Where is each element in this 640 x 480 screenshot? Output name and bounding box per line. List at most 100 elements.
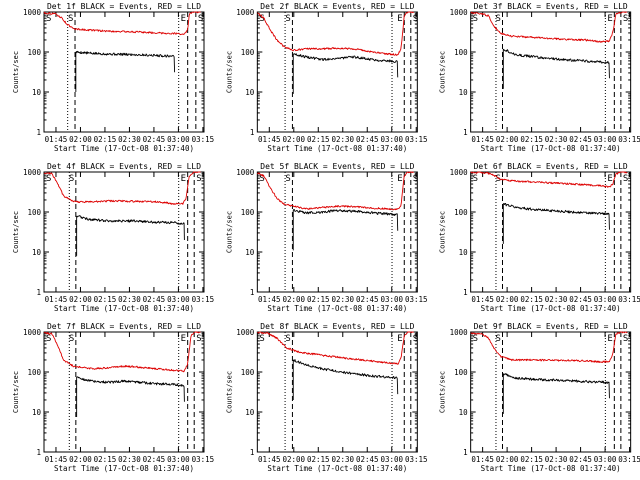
x-tick-label: 02:00 [282, 295, 305, 304]
y-axis-label: Counts/sec [225, 51, 233, 93]
x-tick-label: 03:00 [594, 135, 617, 144]
panel-7: Det 7f BLACK = Events, RED = LLD 1 10 100 10… [12, 322, 214, 473]
plot-frame [470, 171, 632, 293]
start-marker-label-2: S [69, 174, 74, 184]
lld-series-line [43, 331, 201, 373]
y-tick-label: 100 [454, 208, 468, 217]
y-tick-label: 100 [454, 368, 468, 377]
start-marker-label: S [259, 334, 264, 344]
x-tick-label: 01:45 [45, 455, 68, 464]
x-tick-label: 02:45 [569, 135, 592, 144]
y-axis-label: Counts/sec [439, 371, 447, 413]
x-tick-label: 02:30 [331, 295, 354, 304]
end-marker-label: E [397, 174, 402, 184]
x-tick-label: 02:15 [94, 455, 117, 464]
x-tick-label: 03:15 [618, 135, 640, 144]
x-tick-label: 02:00 [496, 295, 519, 304]
events-series-line [292, 53, 399, 94]
y-tick-label: 100 [27, 208, 41, 217]
x-tick-label: 03:00 [594, 295, 617, 304]
y-tick-label: 100 [454, 48, 468, 57]
y-tick-label: 100 [27, 48, 41, 57]
x-tick-label: 03:00 [167, 295, 190, 304]
start-marker-label-2: S [69, 334, 74, 344]
end-s-marker-label: S [413, 334, 418, 344]
end-s-marker-label: S [413, 14, 418, 24]
x-tick-label: 03:15 [192, 135, 215, 144]
y-tick-label: 1 [250, 288, 255, 297]
start-marker-label-2: S [495, 334, 500, 344]
x-tick-label: 01:45 [45, 135, 68, 144]
y-tick-label: 100 [27, 368, 41, 377]
x-tick-label: 02:30 [331, 455, 354, 464]
y-tick-label: 1 [463, 128, 468, 137]
panel-title: Det 5f BLACK = Events, RED = LLD [260, 162, 414, 171]
x-tick-label: 02:45 [143, 295, 166, 304]
y-tick-label: 100 [241, 208, 255, 217]
end-s-marker-label: S [623, 334, 628, 344]
plot-frame [256, 11, 418, 133]
x-tick-label: 01:45 [258, 135, 281, 144]
x-axis-label: Start Time (17-Oct-08 01:37:40) [481, 144, 621, 153]
x-axis-label: Start Time (17-Oct-08 01:37:40) [481, 464, 621, 473]
y-tick-label: 10 [32, 408, 42, 417]
x-tick-label: 02:45 [356, 455, 379, 464]
end-s-marker-label: S [623, 174, 628, 184]
panel-title: Det 9f BLACK = Events, RED = LLD [474, 322, 628, 331]
end-s-marker-label: S [413, 174, 418, 184]
panel-6: Det 6f BLACK = Events, RED = LLD 1 10 100 10… [439, 162, 640, 313]
end-marker-label: E [181, 14, 186, 24]
y-axis-label: Counts/sec [12, 211, 20, 253]
y-tick-label: 10 [245, 408, 255, 417]
x-tick-label: 03:00 [380, 455, 403, 464]
x-tick-label: 02:00 [496, 455, 519, 464]
x-tick-label: 02:45 [356, 135, 379, 144]
y-tick-label: 10 [245, 248, 255, 257]
end-marker-label: E [181, 174, 186, 184]
x-tick-label: 02:15 [520, 295, 543, 304]
x-tick-label: 01:45 [258, 455, 281, 464]
x-axis-label: Start Time (17-Oct-08 01:37:40) [54, 304, 194, 313]
x-axis-label: Start Time (17-Oct-08 01:37:40) [54, 144, 194, 153]
lld-series-line [43, 11, 201, 36]
events-series-line [502, 48, 610, 89]
start-marker-label-2: S [495, 14, 500, 24]
y-tick-label: 1000 [236, 168, 255, 177]
x-tick-label: 02:30 [118, 135, 141, 144]
x-axis-label: Start Time (17-Oct-08 01:37:40) [267, 304, 407, 313]
end-s-marker-label: S [623, 14, 628, 24]
x-tick-label: 02:30 [331, 135, 354, 144]
plot-frame [256, 331, 418, 453]
y-axis-label: Counts/sec [439, 51, 447, 93]
panel-9: Det 9f BLACK = Events, RED = LLD 1 10 100 10… [439, 322, 640, 473]
y-axis-label: Counts/sec [12, 51, 20, 93]
panel-title: Det 8f BLACK = Events, RED = LLD [260, 322, 414, 331]
lld-series-line [470, 11, 628, 43]
x-axis-label: Start Time (17-Oct-08 01:37:40) [54, 464, 194, 473]
x-tick-label: 02:30 [118, 295, 141, 304]
end-marker-label: E [397, 14, 402, 24]
start-marker-label: S [473, 14, 478, 24]
plot-frame [43, 11, 205, 133]
panel-4: Det 4f BLACK = Events, RED = LLD 1 10 100 10… [12, 162, 214, 313]
y-tick-label: 1 [36, 448, 41, 457]
x-axis-label: Start Time (17-Oct-08 01:37:40) [481, 304, 621, 313]
panel-5: Det 5f BLACK = Events, RED = LLD 1 10 100 10… [225, 162, 427, 313]
x-tick-label: 03:00 [380, 295, 403, 304]
x-tick-label: 03:15 [192, 295, 215, 304]
end-marker-label: E [181, 334, 186, 344]
x-tick-label: 01:45 [471, 295, 494, 304]
x-tick-label: 03:15 [405, 455, 428, 464]
y-tick-label: 1 [463, 288, 468, 297]
start-marker-label: S [46, 334, 51, 344]
x-tick-label: 02:15 [94, 295, 117, 304]
events-series-line [292, 359, 399, 400]
end-marker-label: E [607, 14, 612, 24]
start-marker-label-2: S [68, 14, 73, 24]
x-tick-label: 02:45 [356, 295, 379, 304]
events-series-line [76, 215, 185, 256]
y-tick-label: 1 [463, 448, 468, 457]
y-tick-label: 1000 [236, 328, 255, 337]
lld-series-line [470, 331, 628, 364]
